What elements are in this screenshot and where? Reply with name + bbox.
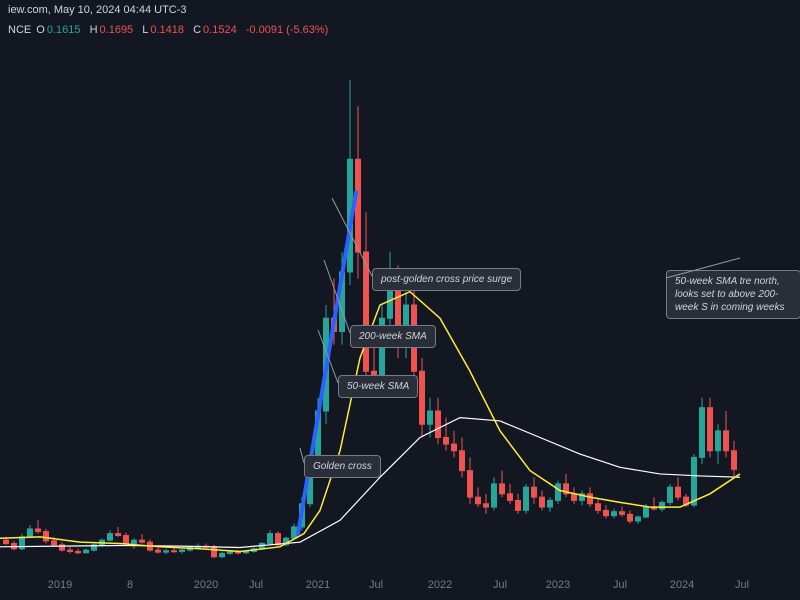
close-label: C [193,24,201,36]
time-axis-tick: 2024 [670,579,694,591]
chart-source-timestamp: iew.com, May 10, 2024 04:44 UTC-3 [8,4,792,16]
time-axis-tick: Jul [613,579,627,591]
time-axis-tick: Jul [249,579,263,591]
time-axis-tick: 2019 [48,579,72,591]
annotation-outlook: 50-week SMA tre north, looks set to abov… [666,270,800,319]
annotation-sma50: 50-week SMA [338,375,418,398]
annotation-sma200: 200-week SMA [350,325,436,348]
time-axis-tick: 2020 [194,579,218,591]
time-axis-tick: 2022 [428,579,452,591]
ticker-label: NCE [8,24,31,36]
time-axis-tick: 2023 [546,579,570,591]
low-label: L [142,24,148,36]
time-axis-tick: Jul [735,579,749,591]
high-value: 0.1695 [100,24,134,36]
high-label: H [90,24,98,36]
time-axis: 2019 8 2020 Jul 2021 Jul 2022 Jul 2023 Jul 2024 Jul [0,570,800,600]
chart-header: iew.com, May 10, 2024 04:44 UTC-3 NCE O0… [0,0,800,40]
time-axis-tick: Jul [493,579,507,591]
annotation-surge: post-golden cross price surge [372,268,521,291]
open-value: 0.1615 [47,24,81,36]
time-axis-tick: 8 [127,579,133,591]
change-value: -0.0091 (-5.63%) [246,24,329,36]
close-value: 0.1524 [203,24,237,36]
open-label: O [36,24,45,36]
time-axis-tick: 2021 [306,579,330,591]
annotation-golden: Golden cross [304,455,381,478]
low-value: 0.1418 [150,24,184,36]
time-axis-tick: Jul [369,579,383,591]
ohlc-readout: NCE O0.1615 H0.1695 L0.1418 C0.1524 -0.0… [8,24,792,36]
